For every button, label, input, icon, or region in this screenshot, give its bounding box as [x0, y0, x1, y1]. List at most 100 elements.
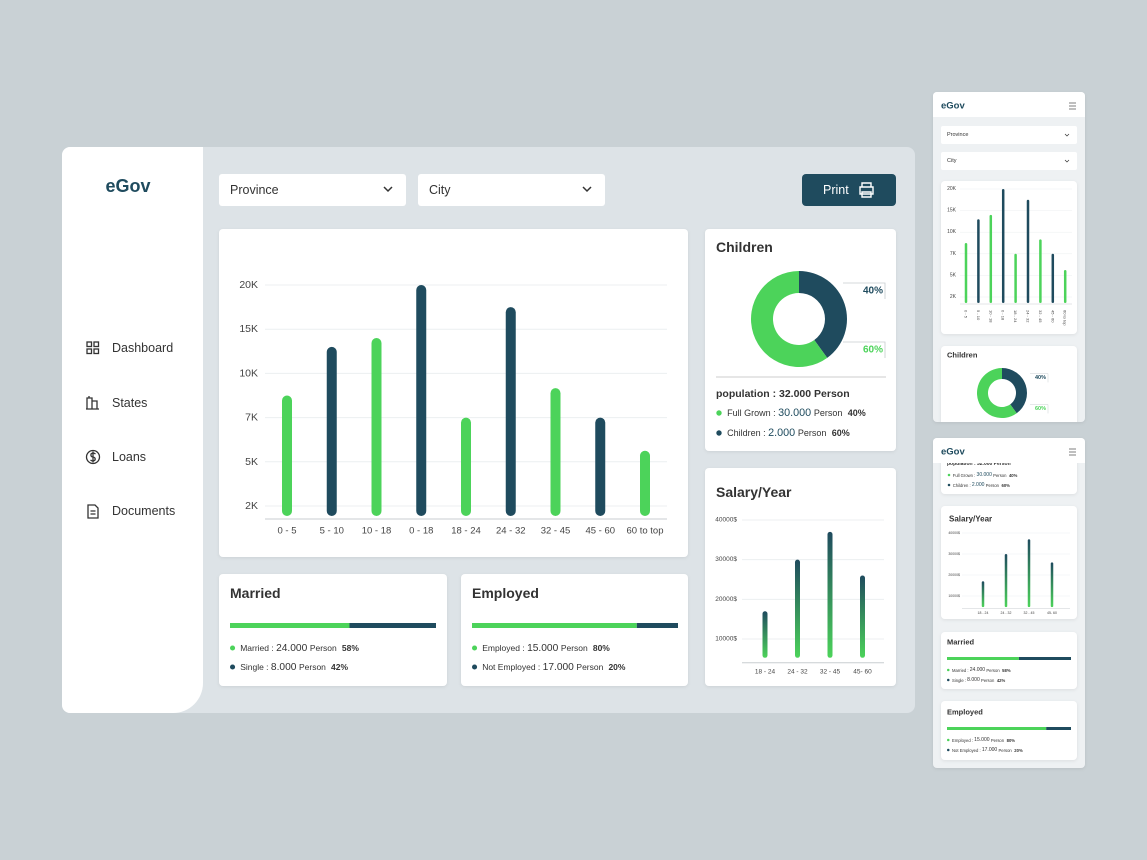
x-tick-label: 32 - 45: [1024, 611, 1035, 615]
bar: [860, 575, 865, 658]
legend-dot: [716, 430, 722, 436]
bar: [981, 581, 985, 608]
x-tick-label: 24 - 32: [787, 669, 808, 676]
x-tick-label: 32 - 45: [820, 669, 841, 676]
x-tick-label: 0 - 18: [409, 526, 433, 537]
legend-unit: Person: [299, 662, 326, 672]
y-tick-label: 5K: [950, 272, 957, 278]
leader-line: [843, 282, 886, 299]
nav: Dashboard States Loans Documents: [112, 341, 175, 518]
donut-segment: [977, 368, 1017, 418]
x-tick-label: 60 to top: [627, 526, 664, 537]
legend-value: 8.000: [967, 677, 980, 683]
legend-unit: Person: [986, 483, 1000, 488]
legend-label: Single :: [240, 662, 271, 672]
bar: [326, 346, 337, 516]
legend-unit: Person: [998, 748, 1012, 753]
legend-dot: [947, 678, 950, 682]
y-tick-label: 5K: [245, 456, 258, 468]
legend-percent: 40%: [1009, 473, 1018, 478]
y-tick-label: 30000$: [948, 552, 960, 556]
legend-value: 15.000: [527, 643, 558, 654]
print-button[interactable]: [802, 174, 896, 206]
bar: [371, 338, 382, 516]
bar: [1004, 554, 1008, 608]
menu-icon[interactable]: [1069, 102, 1076, 110]
logo: eGov: [105, 176, 150, 196]
select-label: Province: [230, 183, 279, 197]
donut-label: 60%: [1035, 406, 1046, 412]
x-tick-label: 0 - 5: [277, 526, 296, 537]
city-select[interactable]: [418, 174, 605, 206]
x-tick-label: 45- 60: [1047, 611, 1057, 615]
card: [461, 574, 688, 686]
card-title: Salary/Year: [716, 484, 792, 500]
legend-value: 8.000: [271, 662, 297, 673]
nav-item[interactable]: Loans: [112, 450, 146, 464]
legend-unit: Person: [310, 643, 337, 653]
province-select[interactable]: [219, 174, 406, 206]
nav-icons: [85, 341, 101, 519]
select[interactable]: [941, 126, 1077, 144]
legend-unit: Person: [798, 428, 827, 438]
bar: [595, 417, 606, 516]
legend-label: Children :: [727, 428, 768, 438]
x-tick-label: 0 - 18: [1001, 310, 1006, 321]
legend-label: Not Employed :: [952, 748, 982, 753]
mobile-content: eGov Province City 2K 5K 7K 10K 15K 20K 0 - 5 5 - …: [933, 92, 1085, 422]
card: [941, 346, 1077, 422]
bar: [762, 611, 768, 658]
mobile-content: population : 32.000 Person Full Grown : 3…: [933, 438, 1085, 760]
progress-segment: [636, 623, 678, 628]
nav-item[interactable]: States: [112, 396, 147, 410]
menu-icon[interactable]: [1069, 448, 1076, 456]
donut-label: 40%: [1035, 375, 1046, 381]
leader-line: [843, 341, 886, 358]
legend-label: Employed :: [952, 738, 974, 743]
bar: [1027, 539, 1031, 608]
legend-label: Not Employed :: [482, 662, 542, 672]
x-tick-label: 0 - 5: [964, 310, 969, 319]
bar: [795, 559, 800, 658]
select[interactable]: [941, 152, 1077, 170]
y-tick-label: 20K: [947, 186, 957, 192]
donut-segment: [1002, 367, 1028, 414]
legend-unit: Person: [993, 473, 1007, 478]
x-tick-label: 18 - 24: [1013, 310, 1018, 323]
legend-label: Single :: [952, 678, 967, 683]
bar: [964, 243, 968, 303]
card-title: Employed: [947, 708, 983, 717]
legend-dot: [947, 473, 951, 477]
y-tick-label: 2K: [950, 294, 957, 300]
legend-dot: [947, 668, 950, 672]
summary: population : 32.000 Person: [716, 388, 850, 400]
legend-value: 2.000: [972, 482, 985, 488]
x-tick-label: 24 - 32: [1001, 611, 1012, 615]
nav-item[interactable]: Dashboard: [112, 341, 173, 355]
bar: [1001, 189, 1005, 303]
legend-value: 24.000: [970, 667, 986, 673]
legend-label: Children :: [953, 483, 972, 488]
card: [705, 229, 896, 451]
legend-unit: Person: [576, 662, 603, 672]
x-tick-label: 32 - 45: [1038, 310, 1043, 323]
x-tick-label: 10 - 18: [988, 310, 993, 323]
nav-item[interactable]: Documents: [112, 504, 175, 518]
x-tick-label: 18 - 24: [978, 611, 989, 615]
leader-line: [1030, 373, 1049, 383]
legend-dot: [472, 645, 478, 651]
legend-unit: Person: [814, 408, 843, 418]
card: [941, 506, 1077, 619]
bar: [640, 450, 650, 516]
y-tick-label: 40000$: [715, 517, 737, 524]
x-tick-label: 5 - 10: [320, 526, 344, 537]
bar: [1063, 270, 1067, 303]
chevron: [582, 186, 592, 193]
bar: [1026, 199, 1030, 303]
